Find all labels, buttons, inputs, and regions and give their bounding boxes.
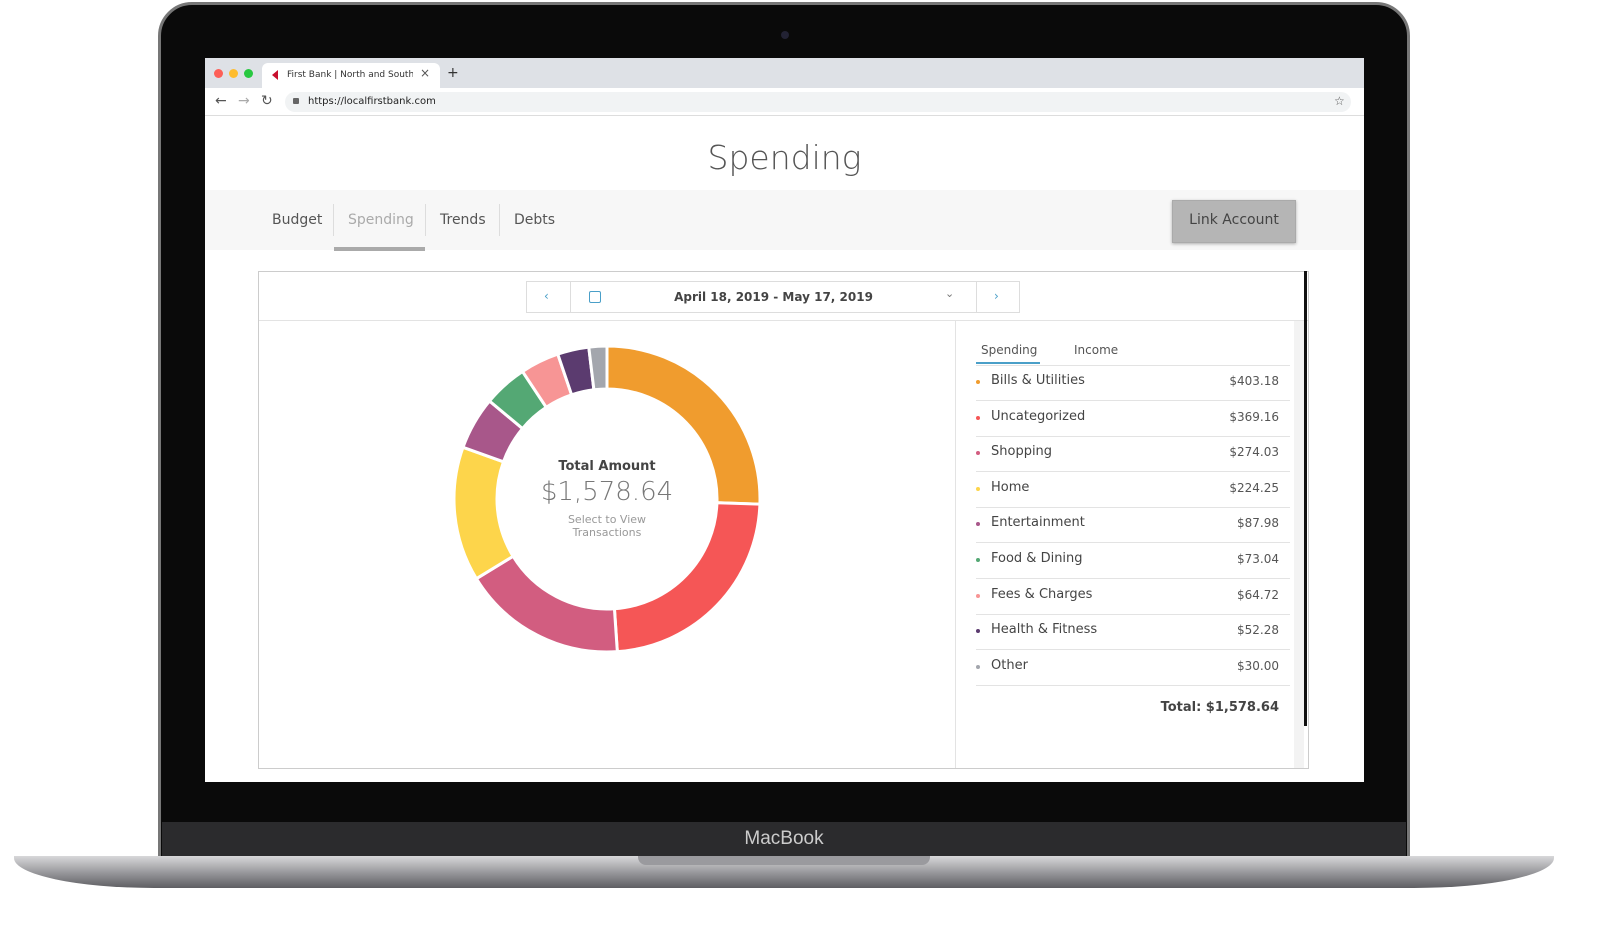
donut-chart — [452, 344, 762, 654]
new-tab[interactable]: + — [447, 65, 459, 81]
tab-separator — [425, 204, 426, 236]
legend-rule — [976, 506, 1290, 508]
total-label: Total: $1,578.64 — [1160, 700, 1279, 715]
back-button[interactable]: ← — [215, 93, 227, 109]
favicon — [272, 70, 278, 80]
legend-value: $73.04 — [1237, 552, 1279, 566]
legend-rule — [976, 578, 1290, 579]
tab-separator — [333, 204, 334, 236]
prev-period[interactable]: ‹ — [544, 289, 549, 303]
legend-dot — [976, 486, 980, 491]
panel-divider — [259, 320, 1308, 321]
legend-label[interactable]: Bills & Utilities — [991, 373, 1085, 388]
address-bar[interactable] — [285, 92, 1351, 112]
center-title: Total Amount — [558, 459, 656, 474]
legend-label[interactable]: Health & Fitness — [991, 622, 1098, 638]
legend-dot — [976, 415, 980, 420]
legend-label[interactable]: Other — [991, 657, 1028, 673]
nav-tab[interactable]: Spending — [348, 212, 414, 228]
legend-value: $52.28 — [1237, 623, 1279, 638]
legend-rule — [976, 471, 1290, 473]
legend-value: $64.72 — [1237, 587, 1279, 602]
legend-dot — [976, 558, 980, 562]
donut-segment[interactable] — [474, 554, 619, 654]
forward-button[interactable]: → — [238, 93, 250, 109]
lock-icon — [293, 98, 299, 104]
active-tab-underline — [334, 247, 425, 251]
legend-value: $30.00 — [1237, 658, 1279, 673]
legend-rule — [976, 649, 1290, 651]
panel-tab[interactable]: Spending — [981, 343, 1038, 357]
tab-separator — [499, 204, 500, 236]
bookmark-star[interactable]: ☆ — [1334, 94, 1345, 108]
legend-label[interactable]: Food & Dining — [991, 551, 1083, 566]
laptop-label: MacBook — [744, 828, 824, 849]
tab-title: First Bank | North and South C — [287, 70, 413, 80]
center-hint: Select to View Transactions — [567, 513, 647, 539]
legend-rule — [976, 613, 1290, 615]
legend-rule — [976, 684, 1290, 686]
legend-dot — [976, 664, 980, 669]
panel-tab-rule — [976, 365, 1290, 366]
legend-value: $274.03 — [1229, 445, 1279, 460]
browser-tab[interactable] — [262, 63, 440, 88]
legend-label[interactable]: Entertainment — [991, 515, 1085, 531]
date-picker[interactable] — [526, 281, 1020, 313]
maximize-dot[interactable] — [244, 69, 253, 78]
tab-close[interactable]: × — [420, 66, 431, 80]
legend-value: $224.25 — [1229, 480, 1279, 495]
link-account-button[interactable] — [1172, 200, 1296, 243]
legend-label[interactable]: Fees & Charges — [991, 586, 1093, 602]
legend-rule — [976, 542, 1290, 544]
date-divider — [570, 281, 571, 313]
nav-tab[interactable]: Budget — [272, 212, 323, 228]
legend-value: $87.98 — [1237, 516, 1279, 531]
legend-rule — [976, 400, 1290, 401]
date-dropdown[interactable]: ⌄ — [945, 287, 955, 300]
date-range: April 18, 2019 - May 17, 2019 — [674, 290, 873, 304]
scroll-track — [1294, 321, 1304, 768]
camera — [781, 31, 789, 39]
laptop-chin — [162, 822, 1406, 858]
nav-bar — [205, 190, 1364, 250]
legend-dot — [976, 451, 980, 456]
reload-button[interactable]: ↻ — [261, 93, 273, 109]
panel-tab[interactable]: Income — [1074, 343, 1119, 357]
legend-label[interactable]: Home — [991, 479, 1030, 495]
minimize-dot[interactable] — [229, 69, 238, 78]
legend-dot — [976, 380, 980, 384]
link-account-label: Link Account — [1189, 212, 1279, 228]
nav-tab[interactable]: Debts — [514, 212, 556, 228]
scroll-bar[interactable] — [1304, 271, 1307, 726]
donut-segment[interactable] — [452, 445, 516, 581]
close-dot[interactable] — [214, 69, 223, 78]
nav-tab[interactable]: Trends — [440, 212, 486, 228]
legend-value: $403.18 — [1229, 374, 1279, 388]
legend-dot — [976, 522, 980, 527]
donut-segment[interactable] — [587, 344, 609, 392]
url: https://localfirstbank.com — [308, 96, 436, 107]
content-panel — [258, 271, 1309, 769]
legend-label[interactable]: Uncategorized — [991, 408, 1086, 424]
legend-value: $369.16 — [1229, 409, 1279, 424]
legend-dot — [976, 593, 980, 598]
next-period[interactable]: › — [994, 289, 999, 303]
legend-dot — [976, 629, 980, 634]
panel-tab-underline — [976, 362, 1040, 364]
screen: First Bank | North and South C × + ← → ↻… — [205, 58, 1364, 782]
page-title: Spending — [707, 138, 862, 177]
legend-divider — [955, 321, 956, 768]
calendar-icon[interactable] — [589, 291, 601, 303]
date-divider — [976, 281, 977, 313]
center-value: $1,578.64 — [540, 477, 674, 507]
legend-rule — [976, 435, 1290, 437]
legend-label[interactable]: Shopping — [991, 444, 1053, 460]
laptop-notch — [638, 856, 930, 865]
